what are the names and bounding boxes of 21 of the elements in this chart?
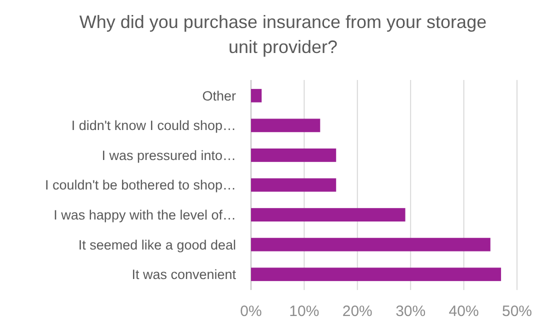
bar: [251, 208, 406, 222]
bar: [251, 148, 336, 162]
y-tick-label: Other: [202, 88, 236, 104]
y-tick-label: I was happy with the level of…: [54, 208, 236, 223]
bar: [251, 178, 336, 192]
x-tick-label: 50%: [502, 303, 532, 320]
bar: [251, 268, 502, 282]
x-tick-label: 40%: [448, 303, 479, 320]
x-tick-label: 20%: [342, 303, 372, 320]
y-tick-label: I couldn't be bothered to shop…: [45, 178, 236, 193]
x-tick-label: 10%: [289, 303, 320, 320]
y-tick-label: I didn't know I could shop…: [71, 118, 236, 134]
y-tick-label: It seemed like a good deal: [78, 237, 236, 252]
x-tick-label: 0%: [240, 303, 262, 320]
bar: [251, 118, 320, 132]
y-tick-label: I was pressured into…: [102, 148, 236, 163]
bar: [251, 88, 262, 102]
chart-title: Why did you purchase insurance from your storage unit provider?: [79, 12, 487, 57]
bar: [251, 238, 490, 252]
x-tick-label: 30%: [396, 303, 426, 320]
y-tick-label: It was convenient: [132, 267, 236, 282]
